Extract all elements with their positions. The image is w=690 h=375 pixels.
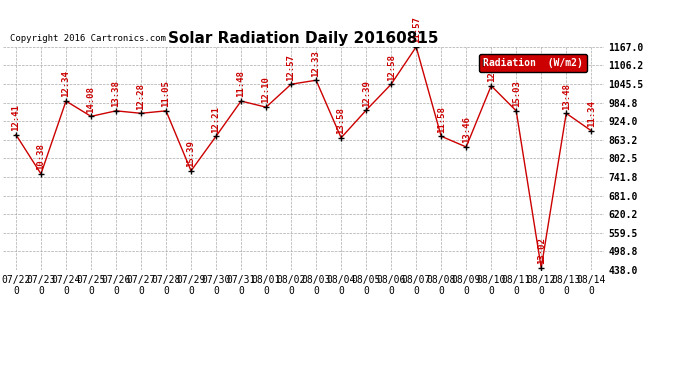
- Text: 12:21: 12:21: [212, 106, 221, 133]
- Text: 11:34: 11:34: [586, 100, 595, 127]
- Text: 12:39: 12:39: [362, 80, 371, 106]
- Text: 11:05: 11:05: [161, 80, 170, 107]
- Title: Solar Radiation Daily 20160815: Solar Radiation Daily 20160815: [168, 31, 439, 46]
- Text: 12:10: 12:10: [262, 76, 270, 104]
- Text: 12:33: 12:33: [312, 50, 321, 76]
- Text: 13:02: 13:02: [537, 237, 546, 264]
- Text: 11:48: 11:48: [237, 70, 246, 98]
- Text: 13:38: 13:38: [112, 80, 121, 107]
- Text: 13:58: 13:58: [337, 107, 346, 134]
- Legend: Radiation  (W/m2): Radiation (W/m2): [480, 54, 587, 72]
- Text: 12:28: 12:28: [137, 83, 146, 110]
- Text: 11:57: 11:57: [412, 16, 421, 43]
- Text: 15:39: 15:39: [186, 140, 195, 167]
- Text: 12:58: 12:58: [386, 54, 395, 81]
- Text: Copyright 2016 Cartronics.com: Copyright 2016 Cartronics.com: [10, 34, 166, 43]
- Text: 12:34: 12:34: [61, 70, 70, 98]
- Text: 13:48: 13:48: [562, 83, 571, 110]
- Text: 13:46: 13:46: [462, 116, 471, 143]
- Text: 12:41: 12:41: [12, 104, 21, 131]
- Text: 11:58: 11:58: [437, 106, 446, 133]
- Text: 14:08: 14:08: [86, 86, 95, 112]
- Text: 15:03: 15:03: [512, 80, 521, 107]
- Text: 10:38: 10:38: [37, 143, 46, 170]
- Text: 12:57: 12:57: [286, 54, 295, 81]
- Text: 12:19: 12:19: [486, 55, 495, 82]
